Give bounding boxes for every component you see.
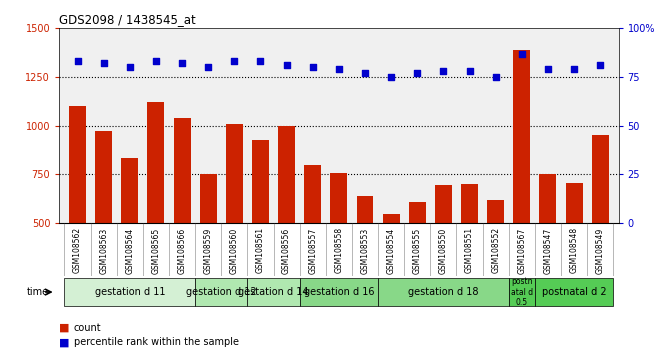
Text: GSM108549: GSM108549 — [595, 227, 605, 274]
Bar — [174, 118, 191, 320]
Point — [177, 61, 188, 66]
Point — [255, 58, 266, 64]
Text: ■: ■ — [59, 323, 73, 333]
Text: GSM108548: GSM108548 — [570, 227, 578, 273]
Text: GSM108567: GSM108567 — [517, 227, 526, 274]
Text: GSM108563: GSM108563 — [99, 227, 108, 274]
Bar — [199, 175, 216, 320]
Bar — [540, 175, 557, 320]
Bar — [409, 202, 426, 320]
Bar — [357, 196, 374, 320]
Text: postnatal d 2: postnatal d 2 — [542, 287, 607, 297]
Point — [465, 68, 475, 74]
Bar — [299, 278, 378, 306]
Point — [412, 70, 422, 76]
Bar — [147, 102, 164, 320]
Bar — [383, 214, 399, 320]
Bar — [69, 106, 86, 320]
Text: GSM108566: GSM108566 — [178, 227, 187, 274]
Text: GSM108556: GSM108556 — [282, 227, 291, 274]
Text: GSM108559: GSM108559 — [204, 227, 213, 274]
Bar — [195, 278, 247, 306]
Bar — [535, 278, 613, 306]
Text: ■: ■ — [59, 337, 73, 347]
Point — [543, 67, 553, 72]
Text: GSM108564: GSM108564 — [125, 227, 134, 274]
Point — [203, 64, 213, 70]
Point — [72, 58, 83, 64]
Text: GSM108555: GSM108555 — [413, 227, 422, 274]
Bar — [435, 185, 452, 320]
Text: GDS2098 / 1438545_at: GDS2098 / 1438545_at — [59, 13, 196, 26]
Bar — [592, 136, 609, 320]
Bar — [513, 50, 530, 320]
Text: gestation d 11: gestation d 11 — [95, 287, 165, 297]
Bar — [64, 278, 195, 306]
Bar — [121, 158, 138, 320]
Point — [307, 64, 318, 70]
Text: gestation d 14: gestation d 14 — [238, 287, 309, 297]
Bar — [487, 200, 504, 320]
Text: GSM108551: GSM108551 — [465, 227, 474, 273]
Point — [282, 62, 292, 68]
Point — [517, 51, 527, 56]
Text: gestation d 12: gestation d 12 — [186, 287, 257, 297]
Bar — [304, 165, 321, 320]
Text: GSM108552: GSM108552 — [491, 227, 500, 273]
Text: GSM108554: GSM108554 — [387, 227, 395, 274]
Point — [334, 67, 344, 72]
Bar — [226, 124, 243, 320]
Point — [124, 64, 135, 70]
Bar — [509, 278, 535, 306]
Text: percentile rank within the sample: percentile rank within the sample — [74, 337, 239, 347]
Bar — [247, 278, 299, 306]
Text: GSM108560: GSM108560 — [230, 227, 239, 274]
Bar — [95, 131, 112, 320]
Text: count: count — [74, 323, 101, 333]
Point — [151, 58, 161, 64]
Point — [569, 67, 579, 72]
Text: gestation d 16: gestation d 16 — [303, 287, 374, 297]
Bar — [378, 278, 509, 306]
Bar — [278, 126, 295, 320]
Text: GSM108557: GSM108557 — [308, 227, 317, 274]
Text: GSM108565: GSM108565 — [151, 227, 161, 274]
Text: time: time — [26, 287, 49, 297]
Point — [438, 68, 449, 74]
Bar — [566, 183, 582, 320]
Text: GSM108553: GSM108553 — [361, 227, 370, 274]
Point — [229, 58, 240, 64]
Bar — [461, 184, 478, 320]
Text: GSM108550: GSM108550 — [439, 227, 448, 274]
Point — [490, 74, 501, 80]
Text: GSM108558: GSM108558 — [334, 227, 343, 273]
Point — [386, 74, 396, 80]
Point — [595, 62, 605, 68]
Text: GSM108561: GSM108561 — [256, 227, 265, 273]
Bar — [330, 173, 347, 320]
Point — [360, 70, 370, 76]
Text: postn
atal d
0.5: postn atal d 0.5 — [511, 277, 533, 307]
Point — [99, 61, 109, 66]
Text: GSM108547: GSM108547 — [544, 227, 553, 274]
Text: GSM108562: GSM108562 — [73, 227, 82, 273]
Text: gestation d 18: gestation d 18 — [408, 287, 478, 297]
Bar — [252, 140, 269, 320]
